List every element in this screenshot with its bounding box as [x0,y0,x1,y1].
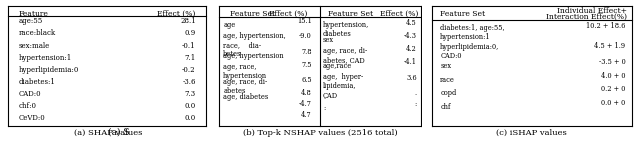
Text: .: . [415,89,417,98]
Text: 28.1: 28.1 [180,17,196,25]
Text: -3.6: -3.6 [182,78,196,86]
Text: -9.0: -9.0 [299,32,312,40]
Text: hypertension,
diabetes: hypertension, diabetes [323,21,369,38]
Text: diabetes:1, age:55,
hypertension:1: diabetes:1, age:55, hypertension:1 [440,24,505,41]
Text: 7.1: 7.1 [184,54,196,62]
Text: sex:male: sex:male [19,41,50,49]
Text: Feature Set: Feature Set [440,10,485,18]
Text: hyperlipidemia:0: hyperlipidemia:0 [19,66,79,74]
Text: age:55: age:55 [19,17,43,25]
Text: 6.5: 6.5 [301,76,312,84]
Text: CAD:0: CAD:0 [19,90,41,98]
Text: (a) SHAP values: (a) SHAP values [74,129,143,137]
Text: (b) Top-k NSHAP values (2516 total): (b) Top-k NSHAP values (2516 total) [243,129,397,137]
Text: :: : [415,100,417,108]
Text: 4.5 + 1.9: 4.5 + 1.9 [595,42,625,50]
Text: age, diabetes: age, diabetes [223,93,269,101]
Text: Feature: Feature [19,10,49,18]
Text: diabetes:1: diabetes:1 [19,78,56,86]
Text: sex: sex [440,62,451,70]
Text: age, hypertension: age, hypertension [223,52,284,60]
Text: age, hypertension,
race,    dia-
betes: age, hypertension, race, dia- betes [223,32,286,58]
Text: -0.1: -0.1 [182,41,196,49]
Text: 4.8: 4.8 [301,89,312,98]
Text: 0.0: 0.0 [184,114,196,122]
Text: 4.0 + 0: 4.0 + 0 [601,72,625,80]
Text: Individual Effect+: Individual Effect+ [557,7,627,15]
Text: (c) iSHAP values: (c) iSHAP values [497,129,567,137]
Text: age,race: age,race [323,62,352,70]
Text: 4.2: 4.2 [406,45,417,53]
Text: 3.6: 3.6 [406,74,417,82]
Text: 0.2 + 0: 0.2 + 0 [601,85,625,93]
Text: race: race [440,76,455,84]
Text: Feature Set: Feature Set [230,10,276,18]
Text: age, race,
hypertension: age, race, hypertension [223,62,268,80]
Text: -0.2: -0.2 [182,66,196,74]
Text: CeVD:0: CeVD:0 [19,114,45,122]
Text: .: . [323,93,325,101]
Text: 7.3: 7.3 [185,90,196,98]
Text: Interaction Effect(%): Interaction Effect(%) [547,13,627,20]
Text: chf:0: chf:0 [19,102,36,110]
Text: Effect (%): Effect (%) [269,10,308,18]
Text: copd: copd [440,89,456,97]
Text: -4.1: -4.1 [404,58,417,66]
Text: 0.9: 0.9 [184,29,196,37]
Text: sex: sex [323,36,334,44]
Text: 0.0: 0.0 [184,102,196,110]
Text: (a) S: (a) S [108,128,130,137]
Text: chf: chf [440,103,451,111]
Text: age: age [223,21,236,29]
Text: 4.5: 4.5 [406,19,417,27]
Text: hypertension:1: hypertension:1 [19,54,72,62]
Text: 15.1: 15.1 [297,17,312,25]
Text: -4.7: -4.7 [299,100,312,108]
Text: -4.3: -4.3 [404,32,417,40]
Text: Effect (%): Effect (%) [380,10,419,18]
Text: age, race, di-
abetes, CAD: age, race, di- abetes, CAD [323,47,367,64]
Text: 7.8: 7.8 [301,48,312,56]
Text: 4.7: 4.7 [301,111,312,119]
Text: hyperlipidemia:0,
CAD:0: hyperlipidemia:0, CAD:0 [440,43,499,60]
Text: Effect (%): Effect (%) [157,10,196,18]
Text: 7.5: 7.5 [301,61,312,69]
Text: 0.0 + 0: 0.0 + 0 [601,99,625,107]
Text: race:black: race:black [19,29,56,37]
Text: -3.5 + 0: -3.5 + 0 [598,58,625,66]
Text: 10.2 + 18.6: 10.2 + 18.6 [586,22,625,31]
Text: age, race, di-
abetes: age, race, di- abetes [223,78,268,95]
Text: :: : [323,104,325,112]
Text: Feature Set: Feature Set [328,10,373,18]
Text: age,  hyper-
lipidemia,
CAD: age, hyper- lipidemia, CAD [323,73,364,100]
